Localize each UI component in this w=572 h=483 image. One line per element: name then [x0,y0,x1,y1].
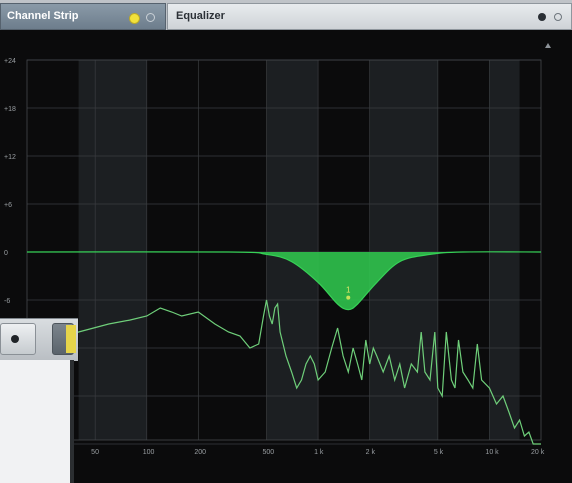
eq-curve-line [26,251,542,311]
frequency-band [266,60,319,440]
record-dot-icon[interactable] [538,13,546,21]
plot-frame [26,59,542,441]
frequency-band [489,60,520,440]
tab-bar: Channel Strip Equalizer [0,0,572,30]
spectrum-line [26,299,541,445]
y-tick-label: +18 [4,106,16,113]
x-tick-label: 50 [91,449,99,456]
overlapping-window-toolbar [0,318,78,361]
x-tick-label: 200 [194,449,206,456]
power-icon[interactable] [146,13,155,22]
collapse-triangle-icon[interactable] [545,43,551,48]
record-dot-icon [11,335,19,343]
y-tick-label: +6 [4,202,12,209]
frequency-band [369,60,438,440]
record-button[interactable] [0,323,36,355]
y-tick-label: -6 [4,298,10,305]
x-tick-label: 5 k [434,449,444,456]
y-tick-label: +24 [4,58,16,65]
y-tick-label: +12 [4,154,16,161]
frequency-band [78,60,147,440]
record-dot-icon[interactable] [129,13,140,24]
eq-node-label: 1 [346,286,351,295]
x-tick-label: 100 [143,449,155,456]
tab-equalizer-label: Equalizer [176,10,225,22]
y-tick-label: 0 [4,250,8,257]
tab-channel-strip-label: Channel Strip [7,10,79,22]
monitor-toggle[interactable] [66,325,76,353]
power-icon[interactable] [554,13,562,21]
x-tick-label: 500 [263,449,275,456]
x-tick-label: 1 k [314,449,324,456]
x-tick-label: 2 k [366,449,376,456]
tab-equalizer[interactable]: Equalizer [167,3,572,30]
eq-node-handle[interactable] [346,295,351,300]
eq-display[interactable]: +24 +18 +12 +6 0 -6 50 100 200 500 1 k 2 k 5 k 10 k 2… [0,30,572,483]
overlapping-window [0,318,78,483]
x-tick-label: 10 k [485,449,499,456]
x-tick-label: 20 k [531,449,545,456]
tab-channel-strip[interactable]: Channel Strip [0,3,166,30]
overlapping-window-body [0,360,74,483]
